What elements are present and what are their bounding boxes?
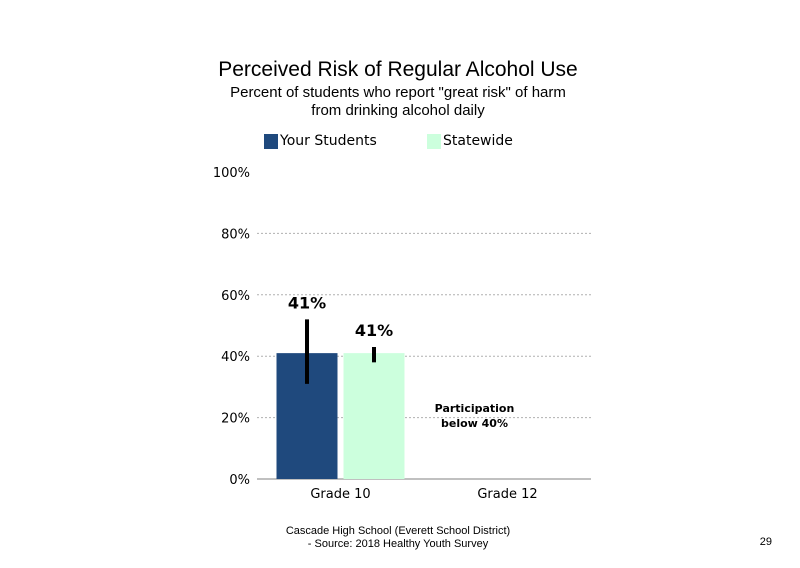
subtitle-line-2: from drinking alcohol daily	[311, 102, 485, 119]
legend-swatch-your-students	[264, 133, 278, 149]
chart-subtitle: Percent of students who report "great ri…	[0, 84, 796, 120]
x-tick-label-0: Grade 10	[310, 487, 370, 502]
annotation-0-line-1: below 40%	[441, 417, 508, 430]
legend-label-statewide: Statewide	[443, 133, 513, 149]
y-tick-label-80: 80%	[221, 227, 250, 242]
y-tick-label-20: 20%	[221, 412, 250, 427]
bar-0-1	[343, 353, 405, 479]
x-tick-label-1: Grade 12	[477, 487, 537, 502]
legend-item-statewide: Statewide	[427, 133, 513, 149]
y-tick-label-40: 40%	[221, 350, 250, 365]
data-label-0-0: 41%	[288, 293, 326, 312]
y-tick-label-100: 100%	[213, 166, 250, 181]
y-tick-label-60: 60%	[221, 289, 250, 304]
y-tick-label-0: 0%	[229, 473, 250, 488]
footer-line-2: - Source: 2018 Healthy Youth Survey	[307, 538, 489, 550]
chart-title: Perceived Risk of Regular Alcohol Use	[218, 58, 578, 81]
data-label-0-1: 41%	[355, 321, 393, 340]
footer-line-1: Cascade High School (Everett School Dist…	[285, 525, 511, 537]
subtitle-line-1: Percent of students who report "great ri…	[230, 84, 566, 101]
page-number: 29	[759, 536, 772, 548]
source-footer: Cascade High School (Everett School Dist…	[0, 525, 796, 551]
annotation-0-line-0: Participation	[435, 402, 515, 415]
legend-item-your-students: Your Students	[264, 133, 377, 149]
legend-label-your-students: Your Students	[280, 133, 377, 149]
legend-swatch-statewide	[427, 133, 441, 149]
